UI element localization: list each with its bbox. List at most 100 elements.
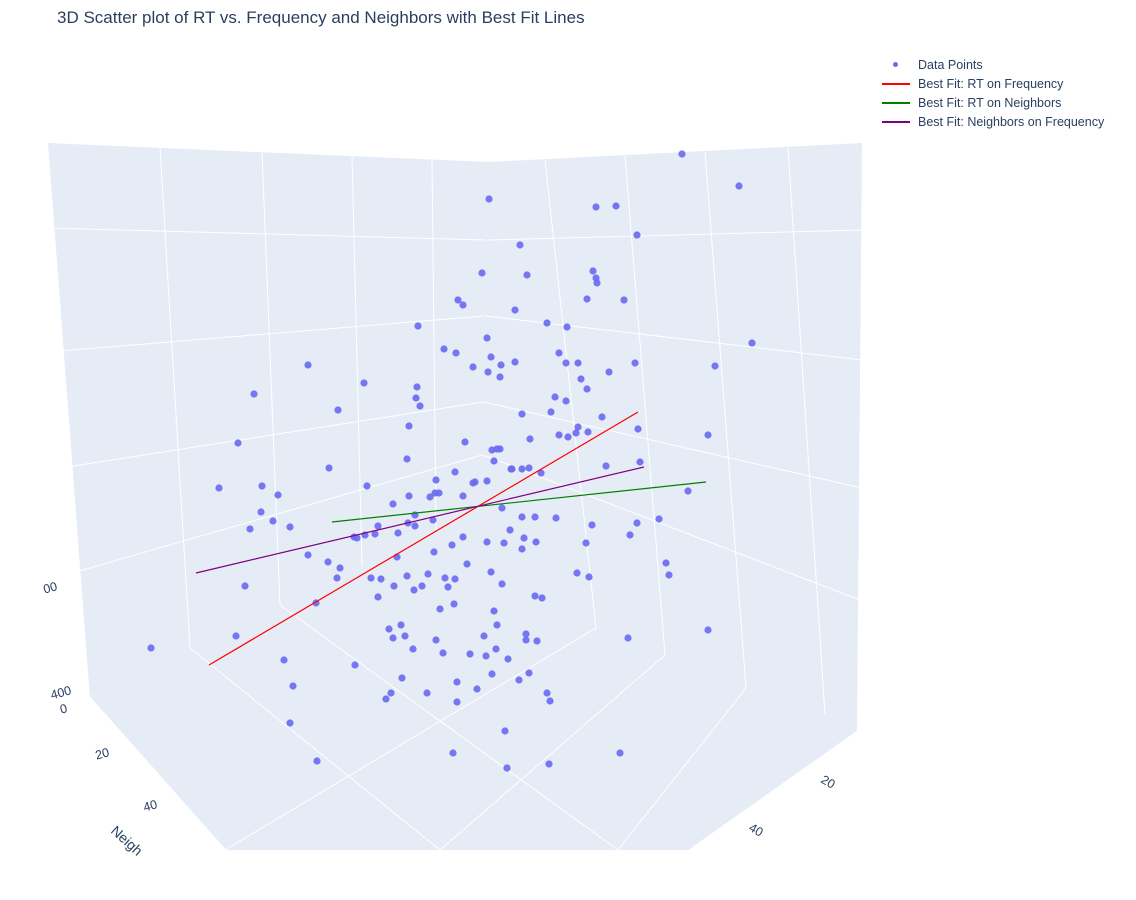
data-point[interactable] [547, 408, 555, 416]
data-point[interactable] [678, 150, 686, 158]
data-point[interactable] [488, 446, 496, 454]
data-point[interactable] [490, 457, 498, 465]
data-point[interactable] [484, 368, 492, 376]
legend-item-rt-on-frequency[interactable]: Best Fit: RT on Frequency [880, 74, 1104, 93]
data-point[interactable] [459, 301, 467, 309]
data-point[interactable] [336, 564, 344, 572]
data-point[interactable] [498, 504, 506, 512]
data-point[interactable] [498, 580, 506, 588]
data-point[interactable] [562, 397, 570, 405]
data-point[interactable] [478, 269, 486, 277]
data-point[interactable] [441, 574, 449, 582]
data-point[interactable] [429, 516, 437, 524]
data-point[interactable] [593, 279, 601, 287]
data-point[interactable] [545, 760, 553, 768]
data-point[interactable] [511, 306, 519, 314]
data-point[interactable] [525, 669, 533, 677]
data-point[interactable] [258, 482, 266, 490]
data-point[interactable] [286, 523, 294, 531]
data-point[interactable] [538, 594, 546, 602]
data-point[interactable] [411, 522, 419, 530]
data-point[interactable] [572, 429, 580, 437]
data-point[interactable] [435, 489, 443, 497]
data-point[interactable] [516, 241, 524, 249]
data-point[interactable] [466, 650, 474, 658]
data-point[interactable] [418, 582, 426, 590]
data-point[interactable] [409, 645, 417, 653]
data-point[interactable] [424, 570, 432, 578]
data-point[interactable] [463, 560, 471, 568]
data-point[interactable] [444, 583, 452, 591]
data-point[interactable] [377, 575, 385, 583]
data-point[interactable] [684, 487, 692, 495]
data-point[interactable] [405, 422, 413, 430]
data-point[interactable] [473, 685, 481, 693]
legend-item-rt-on-neighbors[interactable]: Best Fit: RT on Neighbors [880, 93, 1104, 112]
data-point[interactable] [397, 621, 405, 629]
data-point[interactable] [589, 267, 597, 275]
data-point[interactable] [496, 445, 504, 453]
data-point[interactable] [531, 592, 539, 600]
data-point[interactable] [518, 410, 526, 418]
data-point[interactable] [626, 531, 634, 539]
data-point[interactable] [459, 492, 467, 500]
data-point[interactable] [234, 439, 242, 447]
data-point[interactable] [413, 383, 421, 391]
data-point[interactable] [577, 375, 585, 383]
data-point[interactable] [246, 525, 254, 533]
data-point[interactable] [382, 695, 390, 703]
data-point[interactable] [634, 425, 642, 433]
data-point[interactable] [483, 334, 491, 342]
data-point[interactable] [250, 390, 258, 398]
data-point[interactable] [405, 492, 413, 500]
data-point[interactable] [423, 689, 431, 697]
data-point[interactable] [363, 482, 371, 490]
data-point[interactable] [582, 539, 590, 547]
legend-item-neighbors-on-frequency[interactable]: Best Fit: Neighbors on Frequency [880, 112, 1104, 131]
data-point[interactable] [334, 406, 342, 414]
data-point[interactable] [522, 636, 530, 644]
data-point[interactable] [269, 517, 277, 525]
data-point[interactable] [451, 575, 459, 583]
data-point[interactable] [612, 202, 620, 210]
data-point[interactable] [394, 529, 402, 537]
data-point[interactable] [598, 413, 606, 421]
data-point[interactable] [585, 573, 593, 581]
data-point[interactable] [304, 551, 312, 559]
data-point[interactable] [511, 358, 519, 366]
data-point[interactable] [483, 477, 491, 485]
best-fit-rt-on-frequency-line[interactable] [208, 411, 639, 666]
data-point[interactable] [324, 558, 332, 566]
data-point[interactable] [504, 655, 512, 663]
data-point[interactable] [426, 493, 434, 501]
data-point[interactable] [620, 296, 628, 304]
data-point[interactable] [471, 478, 479, 486]
data-point[interactable] [552, 514, 560, 522]
data-point[interactable] [592, 203, 600, 211]
data-point[interactable] [573, 569, 581, 577]
data-point[interactable] [555, 431, 563, 439]
data-point[interactable] [518, 545, 526, 553]
data-point[interactable] [551, 393, 559, 401]
data-point[interactable] [450, 600, 458, 608]
data-point[interactable] [507, 465, 515, 473]
data-point[interactable] [583, 385, 591, 393]
data-point[interactable] [483, 538, 491, 546]
data-point[interactable] [543, 319, 551, 327]
data-point[interactable] [461, 438, 469, 446]
data-point[interactable] [537, 469, 545, 477]
data-point[interactable] [492, 645, 500, 653]
data-point[interactable] [389, 500, 397, 508]
data-point[interactable] [485, 195, 493, 203]
data-point[interactable] [543, 689, 551, 697]
data-point[interactable] [655, 515, 663, 523]
data-point[interactable] [453, 678, 461, 686]
best-fit-neighbors-on-frequency-line[interactable] [195, 466, 645, 574]
data-point[interactable] [401, 632, 409, 640]
data-point[interactable] [215, 484, 223, 492]
data-point[interactable] [313, 757, 321, 765]
data-point[interactable] [624, 634, 632, 642]
data-point[interactable] [515, 676, 523, 684]
data-point[interactable] [562, 359, 570, 367]
